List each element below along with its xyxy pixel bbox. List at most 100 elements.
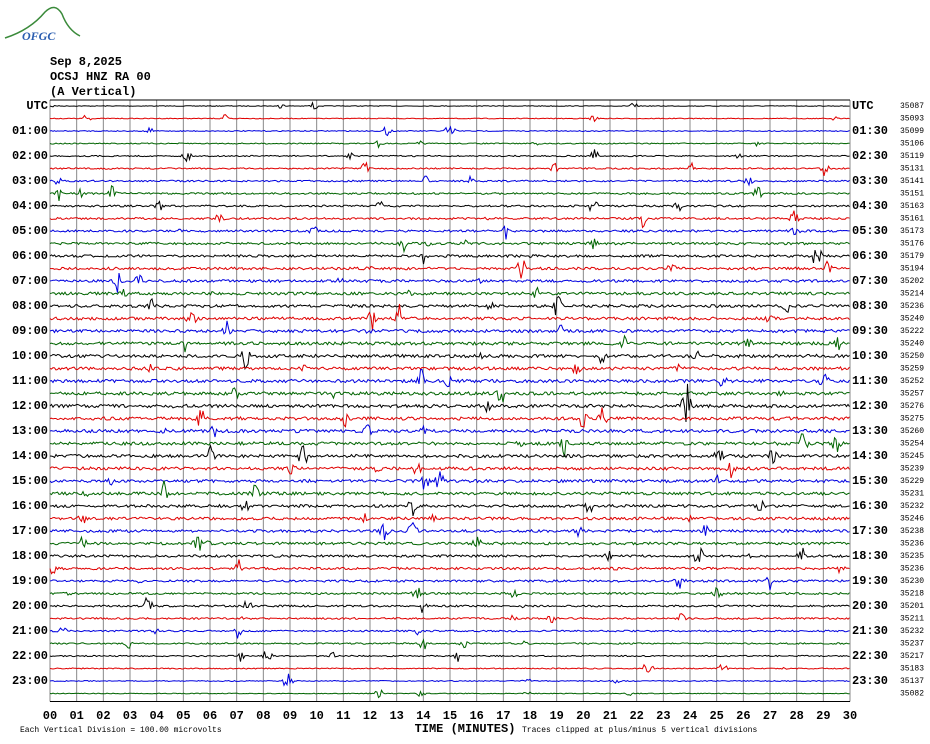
trace bbox=[49, 559, 850, 575]
row-offset: 35275 bbox=[900, 415, 924, 424]
x-tick-label: 27 bbox=[763, 709, 777, 723]
right-time-label: 04:30 bbox=[852, 199, 888, 213]
row-offset: 35099 bbox=[900, 127, 924, 136]
right-time-label: 01:30 bbox=[852, 124, 888, 138]
left-time-label: 13:00 bbox=[12, 424, 48, 438]
date: Sep 8,2025 bbox=[50, 55, 122, 69]
row-offset: 35240 bbox=[900, 340, 924, 349]
trace bbox=[49, 350, 850, 371]
trace bbox=[49, 433, 850, 458]
row-offset: 35218 bbox=[900, 590, 924, 599]
left-time-label: 07:00 bbox=[12, 274, 48, 288]
component: (A Vertical) bbox=[50, 85, 136, 99]
x-tick-label: 09 bbox=[283, 709, 297, 723]
trace bbox=[49, 638, 850, 650]
right-time-label: 10:30 bbox=[852, 349, 888, 363]
row-offset: 35173 bbox=[900, 227, 924, 236]
clip-note: Traces clipped at plus/minus 5 vertical … bbox=[522, 726, 757, 735]
trace bbox=[49, 444, 850, 465]
row-offset: 35259 bbox=[900, 365, 924, 374]
row-offset: 35163 bbox=[900, 202, 924, 211]
x-tick-label: 22 bbox=[629, 709, 643, 723]
right-time-label: 20:30 bbox=[852, 599, 888, 613]
x-tick-label: 12 bbox=[363, 709, 377, 723]
row-offset: 35240 bbox=[900, 315, 924, 324]
trace bbox=[49, 663, 850, 673]
row-offset: 35237 bbox=[900, 640, 924, 649]
trace bbox=[49, 521, 850, 541]
logo: OFGC bbox=[22, 29, 56, 43]
row-offset: 35151 bbox=[900, 190, 924, 199]
right-time-label: 23:30 bbox=[852, 674, 888, 688]
right-time-label: 15:30 bbox=[852, 474, 888, 488]
trace bbox=[49, 303, 850, 331]
trace bbox=[49, 140, 850, 149]
trace bbox=[49, 627, 850, 639]
x-tick-label: 06 bbox=[203, 709, 217, 723]
x-tick-label: 16 bbox=[469, 709, 483, 723]
left-time-label: 17:00 bbox=[12, 524, 48, 538]
trace bbox=[49, 161, 850, 177]
trace bbox=[49, 260, 850, 279]
x-tick-label: 07 bbox=[229, 709, 243, 723]
row-offset: 35246 bbox=[900, 515, 924, 524]
traces bbox=[49, 101, 850, 699]
labels: 00 01 02 03 04 05 06 07 08 09 10 11 12 13 14 15 16 17 18 19… bbox=[12, 99, 924, 723]
right-time-label: 05:30 bbox=[852, 224, 888, 238]
row-offset: 35179 bbox=[900, 252, 924, 261]
row-offset: 35232 bbox=[900, 627, 924, 636]
x-tick-label: 11 bbox=[336, 709, 350, 723]
right-time-label: 02:30 bbox=[852, 149, 888, 163]
row-offset: 35217 bbox=[900, 652, 924, 661]
left-time-label: 01:00 bbox=[12, 124, 48, 138]
row-offset: 35254 bbox=[900, 440, 924, 449]
trace bbox=[49, 407, 850, 428]
left-time-label: 11:00 bbox=[12, 374, 48, 388]
trace bbox=[49, 535, 850, 551]
right-time-label: UTC bbox=[852, 99, 874, 113]
left-time-label: 18:00 bbox=[12, 549, 48, 563]
trace bbox=[49, 383, 850, 423]
trace bbox=[49, 238, 850, 254]
left-time-label: 23:00 bbox=[12, 674, 48, 688]
x-tick-label: 10 bbox=[309, 709, 323, 723]
trace bbox=[49, 673, 850, 687]
x-tick-label: 03 bbox=[123, 709, 137, 723]
trace bbox=[49, 225, 850, 240]
x-tick-label: 21 bbox=[603, 709, 617, 723]
right-time-label: 18:30 bbox=[852, 549, 888, 563]
grid bbox=[49, 99, 851, 702]
row-offset: 35238 bbox=[900, 527, 924, 536]
trace bbox=[49, 101, 850, 110]
right-time-label: 22:30 bbox=[852, 649, 888, 663]
x-tick-label: 23 bbox=[656, 709, 670, 723]
trace bbox=[49, 125, 850, 137]
trace bbox=[49, 210, 850, 229]
x-tick-label: 13 bbox=[389, 709, 403, 723]
right-time-label: 08:30 bbox=[852, 299, 888, 313]
row-offset: 35239 bbox=[900, 465, 924, 474]
x-tick-label: 15 bbox=[443, 709, 457, 723]
x-tick-label: 04 bbox=[149, 709, 163, 723]
right-time-label: 13:30 bbox=[852, 424, 888, 438]
x-tick-label: 08 bbox=[256, 709, 270, 723]
left-time-label: 08:00 bbox=[12, 299, 48, 313]
row-offset: 35232 bbox=[900, 502, 924, 511]
trace bbox=[50, 499, 850, 517]
trace bbox=[49, 387, 850, 403]
row-offset: 35131 bbox=[900, 165, 924, 174]
left-time-label: 22:00 bbox=[12, 649, 48, 663]
row-offset: 35276 bbox=[900, 402, 924, 411]
x-tick-label: 14 bbox=[416, 709, 430, 723]
x-tick-label: 01 bbox=[69, 709, 83, 723]
logo-arc bbox=[4, 6, 81, 39]
x-tick-label: 05 bbox=[176, 709, 190, 723]
row-offset: 35236 bbox=[900, 302, 924, 311]
x-tick-label: 28 bbox=[789, 709, 803, 723]
row-offset: 35231 bbox=[900, 490, 924, 499]
left-time-label: 10:00 bbox=[12, 349, 48, 363]
trace bbox=[49, 334, 850, 353]
left-time-label: 15:00 bbox=[12, 474, 48, 488]
x-tick-label: 25 bbox=[709, 709, 723, 723]
